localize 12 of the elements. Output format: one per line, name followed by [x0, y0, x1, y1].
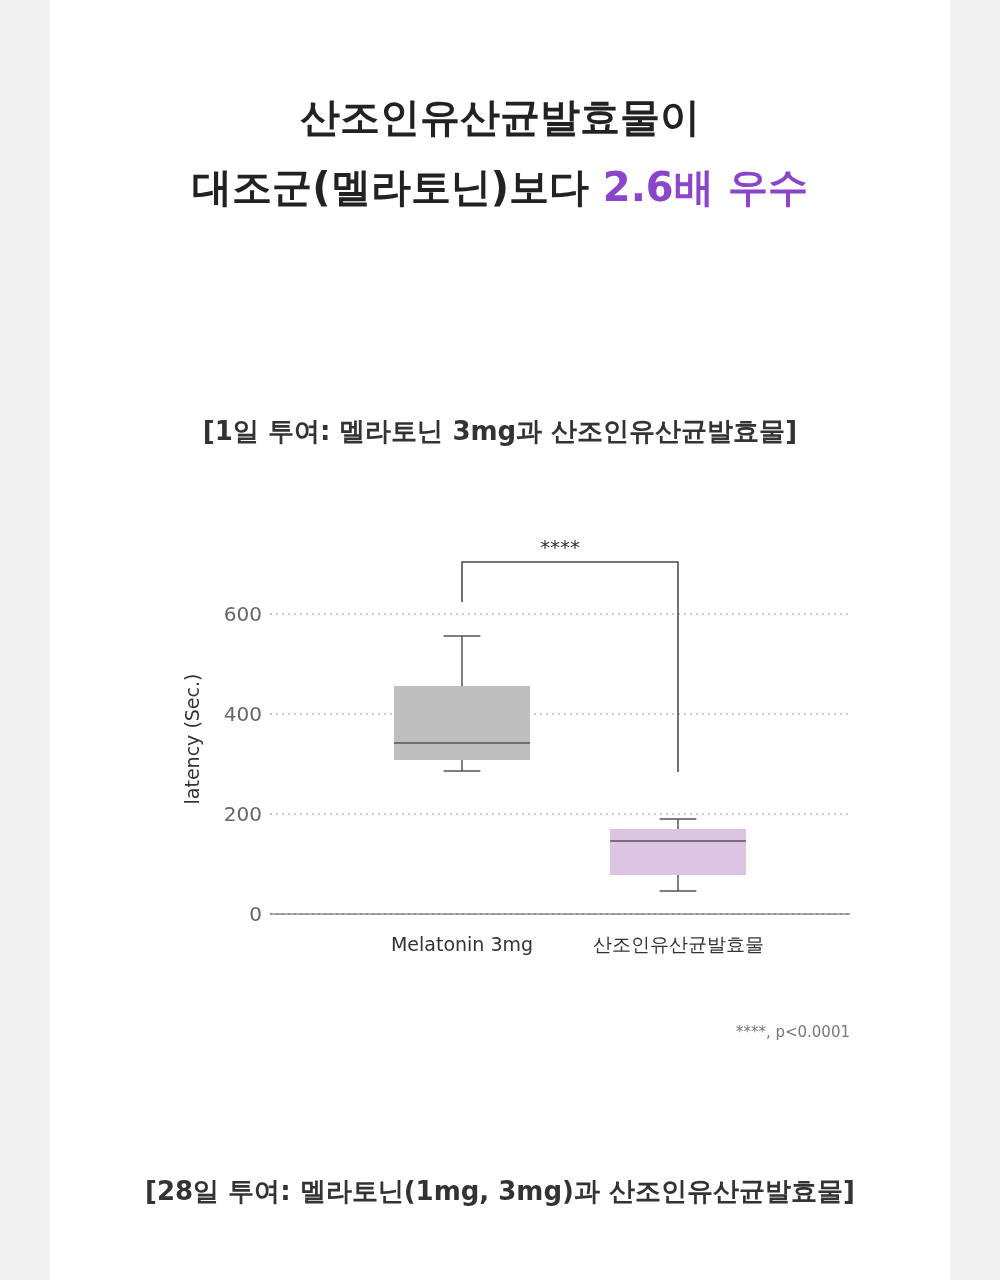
y-tick-label: 600 [223, 602, 262, 627]
chart-title: 산조인유산균발효물이 대조군(멜라토닌)보다 2.6배 우수 [191, 93, 809, 212]
y-axis-title: latency (Sec.) [180, 673, 203, 805]
text: [28일 투여: 멜라토닌(1mg, 3mg)과 산조인유산균발효물] [144, 1175, 856, 1208]
y-tick-label: 0 [249, 902, 262, 927]
chart-subtitle: [1일 투여: 멜라토닌 3mg과 산조인유산균발효물] [201, 415, 799, 448]
text: **** [540, 535, 580, 559]
x-tick-label: 산조인유산균발효물 [592, 933, 764, 956]
y-tick-label: 400 [223, 702, 262, 727]
text: ****, p<0.0001 [735, 1023, 850, 1041]
y-tick-label: 200 [223, 802, 262, 827]
x-tick-label: Melatonin 3mg [390, 933, 534, 956]
